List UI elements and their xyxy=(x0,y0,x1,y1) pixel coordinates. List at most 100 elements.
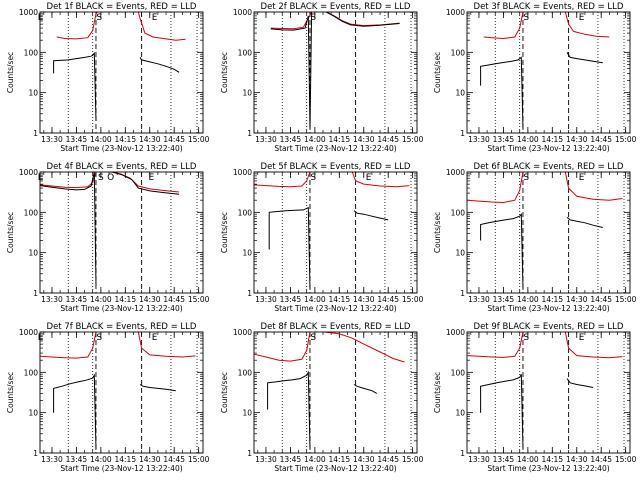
y-tick-label: 1 xyxy=(460,129,465,138)
x-tick-label: 13:45 xyxy=(66,135,88,144)
attenuator-marker: E xyxy=(152,13,158,23)
chart-panel: Det 9f BLACK = Events, RED = LLD 1 10 100 10… xyxy=(433,322,637,473)
x-tick-label: 13:30 xyxy=(255,135,277,144)
x-tick-label: 14:30 xyxy=(353,295,375,304)
x-tick-label: 14:30 xyxy=(353,455,375,464)
x-tick-label: 13:30 xyxy=(41,295,63,304)
x-tick-label: 13:30 xyxy=(468,135,490,144)
attenuator-marker: S xyxy=(98,173,104,183)
x-tick-label: 14:45 xyxy=(377,295,399,304)
x-tick-label: 14:15 xyxy=(541,295,563,304)
x-tick-label: 13:45 xyxy=(493,135,515,144)
attenuator-marker: E xyxy=(579,13,585,23)
x-tick-label: 14:30 xyxy=(139,135,161,144)
x-axis-label: Start Time (23-Nov-12 13:22:40) xyxy=(487,464,609,473)
x-axis-label: Start Time (23-Nov-12 13:22:40) xyxy=(274,464,396,473)
x-tick-label: 15:00 xyxy=(615,295,637,304)
lld-series-line xyxy=(254,331,311,362)
x-tick-label: 13:45 xyxy=(66,455,88,464)
x-tick-label: 14:15 xyxy=(541,135,563,144)
x-axis-label: Start Time (23-Nov-12 13:22:40) xyxy=(60,304,182,313)
x-tick-label: 14:00 xyxy=(90,455,112,464)
x-tick-label: 13:30 xyxy=(255,455,277,464)
y-tick-label: 1 xyxy=(247,449,252,458)
x-tick-label: 14:00 xyxy=(517,135,539,144)
x-tick-label: 14:00 xyxy=(90,295,112,304)
y-tick-label: 1000 xyxy=(233,8,252,17)
chart-title: Det 4f BLACK = Events, RED = LLD xyxy=(47,162,197,172)
chart-panel: Det 2f BLACK = Events, RED = LLD 1 10 100 10… xyxy=(220,2,424,153)
x-tick-label: 14:00 xyxy=(304,135,326,144)
y-tick-label: 100 xyxy=(451,48,466,57)
attenuator-marker: S xyxy=(310,173,316,183)
y-tick-label: 100 xyxy=(451,208,466,217)
x-tick-label: 14:45 xyxy=(163,135,185,144)
y-axis-label: Counts/sec xyxy=(220,372,229,413)
y-tick-label: 1000 xyxy=(446,168,465,177)
attenuator-marker: S xyxy=(96,13,102,23)
chart-panel: Det 5f BLACK = Events, RED = LLD 1 10 100 10… xyxy=(220,162,424,313)
lld-series-line xyxy=(467,331,524,358)
chart-title: Det 9f BLACK = Events, RED = LLD xyxy=(474,322,624,332)
x-tick-label: 15:00 xyxy=(188,295,210,304)
attenuator-marker: E xyxy=(152,333,158,343)
lld-series-line xyxy=(110,171,180,193)
lld-series-line xyxy=(56,11,98,40)
x-tick-label: 15:00 xyxy=(402,455,424,464)
x-tick-label: 13:30 xyxy=(255,295,277,304)
plot-frame xyxy=(466,331,631,454)
attenuator-marker: E xyxy=(38,333,44,343)
attenuator-marker: E xyxy=(149,173,155,183)
x-axis-label: Start Time (23-Nov-12 13:22:40) xyxy=(60,144,182,153)
y-tick-label: 1 xyxy=(33,449,38,458)
y-axis-label: Counts/sec xyxy=(433,372,442,413)
chart-title: Det 1f BLACK = Events, RED = LLD xyxy=(47,2,197,12)
lld-series-line xyxy=(564,331,623,359)
y-tick-label: 100 xyxy=(238,48,253,57)
y-tick-label: 1 xyxy=(460,289,465,298)
lld-series-line xyxy=(137,331,196,358)
x-tick-label: 13:30 xyxy=(41,135,63,144)
attenuator-marker: S xyxy=(96,333,102,343)
x-axis-label: Start Time (23-Nov-12 13:22:40) xyxy=(60,464,182,473)
chart-title: Det 7f BLACK = Events, RED = LLD xyxy=(47,322,197,332)
events-series-line xyxy=(270,11,313,130)
y-tick-label: 1000 xyxy=(233,168,252,177)
x-tick-label: 14:15 xyxy=(328,295,350,304)
chart-panel: Det 4f BLACK = Events, RED = LLD 1 10 100 10… xyxy=(6,162,210,313)
y-axis-label: Counts/sec xyxy=(6,52,15,93)
lld-series-line xyxy=(324,331,405,363)
chart-title: Det 6f BLACK = Events, RED = LLD xyxy=(474,162,624,172)
x-tick-label: 14:45 xyxy=(163,455,185,464)
events-series-line xyxy=(268,206,311,290)
x-tick-label: 14:15 xyxy=(328,455,350,464)
y-tick-label: 10 xyxy=(455,409,465,418)
x-tick-label: 14:15 xyxy=(328,135,350,144)
x-tick-label: 14:30 xyxy=(566,295,588,304)
x-tick-label: 14:30 xyxy=(139,455,161,464)
y-tick-label: 10 xyxy=(455,89,465,98)
x-tick-label: 13:45 xyxy=(66,295,88,304)
y-tick-label: 1000 xyxy=(233,328,252,337)
x-tick-label: 13:30 xyxy=(468,455,490,464)
lld-series-line xyxy=(270,11,313,30)
x-tick-label: 13:30 xyxy=(41,455,63,464)
x-tick-label: 14:30 xyxy=(139,295,161,304)
attenuator-marker: E xyxy=(38,13,44,23)
events-series-line xyxy=(53,51,97,121)
x-tick-label: 13:30 xyxy=(468,295,490,304)
x-tick-label: 14:15 xyxy=(541,455,563,464)
chart-panel: Det 8f BLACK = Events, RED = LLD 1 10 100 10… xyxy=(220,322,424,473)
attenuator-marker: E xyxy=(579,333,585,343)
plot-frame xyxy=(253,11,418,134)
plot-frame xyxy=(253,171,418,294)
events-series-line xyxy=(480,212,524,290)
chart-title: Det 3f BLACK = Events, RED = LLD xyxy=(474,2,624,12)
plot-frame xyxy=(253,331,418,454)
y-tick-label: 1 xyxy=(33,289,38,298)
y-tick-label: 1 xyxy=(33,129,38,138)
events-series-line xyxy=(566,378,594,388)
x-tick-label: 13:45 xyxy=(280,295,302,304)
attenuator-marker: S xyxy=(523,333,529,343)
